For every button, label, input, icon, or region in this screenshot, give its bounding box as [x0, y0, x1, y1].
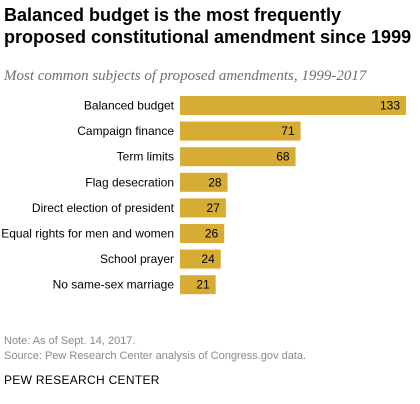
brand-logo-text: PEW RESEARCH CENTER [4, 373, 160, 387]
category-label: School prayer [100, 252, 174, 266]
bar [180, 96, 406, 115]
bar [180, 249, 221, 269]
category-label: Equal rights for men and women [1, 227, 174, 241]
category-label: No same-sex marriage [53, 278, 175, 292]
chart-source: Source: Pew Research Center analysis of … [4, 350, 307, 362]
data-label: 71 [281, 124, 295, 138]
data-label: 24 [201, 252, 215, 266]
chart-subtitle: Most common subjects of proposed amendme… [4, 68, 367, 84]
data-label: 133 [380, 99, 400, 113]
data-label: 21 [196, 278, 210, 292]
category-label: Flag desecration [85, 175, 174, 189]
bar [180, 121, 301, 141]
bar [180, 198, 226, 218]
bar [180, 147, 296, 167]
chart-title: Balanced budget is the most frequently p… [4, 5, 412, 47]
bar-chart: Balanced budget 133 Campaign finance 71 Term… [1, 96, 406, 295]
bar [180, 224, 225, 243]
bar [180, 275, 216, 295]
data-label: 26 [205, 227, 219, 241]
bar [180, 172, 228, 192]
category-label: Balanced budget [84, 99, 175, 113]
category-label: Direct election of president [32, 201, 175, 215]
data-label: 68 [276, 150, 290, 164]
category-label: Campaign finance [77, 124, 174, 138]
data-label: 27 [207, 201, 221, 215]
data-label: 28 [208, 175, 222, 189]
category-label: Term limits [117, 150, 174, 164]
chart-note: Note: As of Sept. 14, 2017. [4, 335, 136, 347]
